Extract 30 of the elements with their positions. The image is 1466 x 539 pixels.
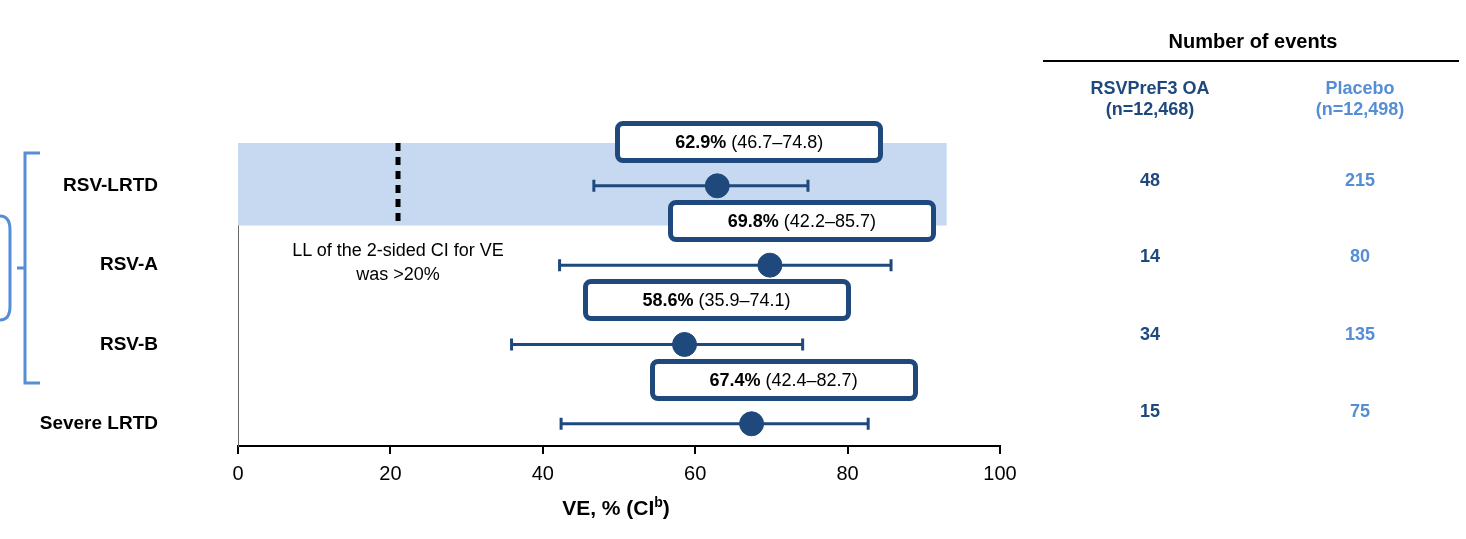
callout-box: 69.8% (42.2–85.7) xyxy=(667,200,936,243)
x-tick-label: 20 xyxy=(379,461,402,484)
x-tick-label: 100 xyxy=(983,461,1017,484)
point xyxy=(704,173,730,199)
x-tick-label: 0 xyxy=(232,461,244,484)
text: Number of events xyxy=(1167,30,1339,53)
x-tick-label: 80 xyxy=(836,461,859,484)
point xyxy=(739,411,765,437)
text: 75 xyxy=(1349,401,1371,422)
ref-line-label: LL of the 2-sided CI for VE was >20% xyxy=(292,240,504,285)
y-tick-label: RSV-A xyxy=(99,253,159,275)
y-tick-label: RSV-B xyxy=(99,332,158,354)
y-tick-label: Severe LRTD xyxy=(39,412,158,434)
point xyxy=(672,331,698,357)
callout-box: 67.4% (42.4–82.7) xyxy=(649,358,918,401)
point xyxy=(757,252,783,278)
y-tick-label: RSV-LRTD xyxy=(63,174,158,196)
x-tick-label: 60 xyxy=(684,461,707,484)
text: 15 xyxy=(1139,401,1161,422)
text: 80 xyxy=(1349,246,1371,267)
text: Placebo (n=12,498) xyxy=(1314,78,1406,120)
text: 135 xyxy=(1343,324,1376,345)
text: 48 xyxy=(1139,170,1161,191)
x-tick-label: 40 xyxy=(531,461,554,484)
text: 14 xyxy=(1139,246,1161,267)
callout-box: 62.9% (46.7–74.8) xyxy=(615,120,884,163)
text: 215 xyxy=(1343,170,1376,191)
callout-box: 58.6% (35.9–74.1) xyxy=(582,279,851,322)
text: RSVPreF3 OA (n=12,468) xyxy=(1089,78,1211,120)
text: 34 xyxy=(1139,324,1161,345)
